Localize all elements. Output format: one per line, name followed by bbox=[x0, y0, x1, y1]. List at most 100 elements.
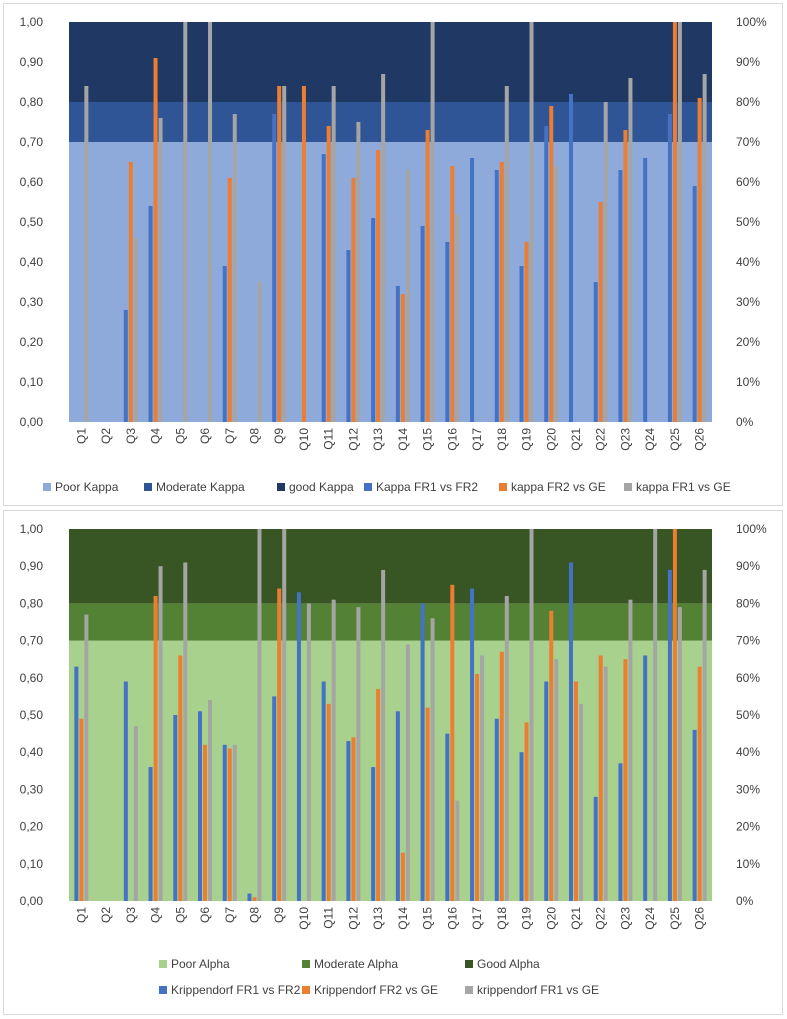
bar-krippendorf-fr2-vs-ge-q23 bbox=[623, 659, 628, 901]
category-tick-label: Q6 bbox=[198, 428, 212, 444]
bar-kappa-fr1-vs-fr2-q21 bbox=[568, 94, 573, 422]
bar-kappa-fr1-vs-ge-q18 bbox=[504, 86, 509, 422]
bar-krippendorf-fr1-vs-fr2-q13 bbox=[371, 767, 376, 901]
bar-kappa-fr1-vs-fr2-q24 bbox=[643, 158, 648, 422]
bar-krippendorf-fr1-vs-ge-q8 bbox=[257, 529, 262, 901]
bar-kappa-fr1-vs-fr2-q12 bbox=[346, 250, 351, 422]
right-axis-tick-label: 90% bbox=[736, 559, 760, 573]
left-axis-tick-label: 0,10 bbox=[20, 857, 44, 871]
right-axis-tick-label: 0% bbox=[736, 415, 754, 429]
category-tick-label: Q9 bbox=[272, 428, 286, 444]
bar-kappa-fr1-vs-fr2-q11 bbox=[321, 154, 326, 422]
bar-krippendorf-fr1-vs-fr2-q15 bbox=[420, 603, 425, 901]
bar-krippendorf-fr1-vs-fr2-q25 bbox=[667, 569, 672, 901]
category-tick-label: Q17 bbox=[470, 907, 484, 930]
category-tick-label: Q7 bbox=[223, 907, 237, 923]
bar-kappa-fr1-vs-fr2-q25 bbox=[667, 114, 672, 422]
bar-krippendorf-fr2-vs-ge-q9 bbox=[277, 588, 282, 901]
left-axis-tick-label: 0,00 bbox=[20, 415, 44, 429]
category-tick-label: Q20 bbox=[544, 907, 558, 930]
bar-kappa-fr1-vs-fr2-q16 bbox=[445, 242, 450, 422]
category-tick-label: Q13 bbox=[371, 428, 385, 451]
bar-krippendorf-fr1-vs-ge-q25 bbox=[677, 607, 682, 901]
category-tick-label: Q17 bbox=[470, 428, 484, 451]
right-axis-tick-label: 80% bbox=[736, 596, 760, 610]
bar-kappa-fr2-vs-ge-q13 bbox=[376, 150, 381, 422]
category-tick-label: Q15 bbox=[421, 428, 435, 451]
bar-kappa-fr1-vs-ge-q25 bbox=[677, 22, 682, 422]
right-axis-tick-label: 70% bbox=[736, 135, 760, 149]
legend-label-kappa-fr1-vs-fr2: Kappa FR1 vs FR2 bbox=[376, 480, 478, 494]
category-tick-label: Q24 bbox=[643, 428, 657, 451]
bar-kappa-fr2-vs-ge-q19 bbox=[524, 242, 529, 422]
category-tick-label: Q18 bbox=[495, 907, 509, 930]
category-tick-label: Q7 bbox=[223, 428, 237, 444]
bar-krippendorf-fr1-vs-ge-q16 bbox=[455, 800, 460, 901]
bar-kappa-fr1-vs-ge-q26 bbox=[702, 74, 707, 422]
left-axis-tick-label: 0,00 bbox=[20, 894, 44, 908]
bar-kappa-fr1-vs-fr2-q7 bbox=[222, 266, 227, 422]
bar-kappa-fr2-vs-ge-q26 bbox=[697, 98, 702, 422]
bar-kappa-fr1-vs-ge-q3 bbox=[133, 238, 138, 422]
bar-krippendorf-fr1-vs-fr2-q16 bbox=[445, 733, 450, 901]
bar-krippendorf-fr1-vs-ge-q19 bbox=[529, 529, 534, 901]
bar-krippendorf-fr1-vs-ge-q12 bbox=[356, 607, 361, 901]
left-axis-tick-label: 0,20 bbox=[20, 335, 44, 349]
category-tick-label: Q2 bbox=[99, 907, 113, 923]
legend-label-kappa-fr1-vs-ge: kappa FR1 vs GE bbox=[636, 480, 731, 494]
category-tick-label: Q10 bbox=[297, 428, 311, 451]
category-tick-label: Q3 bbox=[124, 428, 138, 444]
left-axis-tick-label: 0,10 bbox=[20, 375, 44, 389]
bar-krippendorf-fr2-vs-ge-q14 bbox=[400, 852, 405, 901]
bar-krippendorf-fr1-vs-ge-q20 bbox=[554, 659, 559, 901]
category-tick-label: Q22 bbox=[594, 907, 608, 930]
bar-kappa-fr1-vs-ge-q1 bbox=[84, 86, 89, 422]
bar-kappa-fr2-vs-ge-q23 bbox=[623, 130, 628, 422]
category-tick-label: Q20 bbox=[544, 428, 558, 451]
bar-krippendorf-fr2-vs-ge-q5 bbox=[178, 655, 183, 901]
bar-krippendorf-fr1-vs-ge-q3 bbox=[133, 726, 138, 901]
bar-kappa-fr1-vs-ge-q22 bbox=[603, 102, 608, 422]
bar-kappa-fr2-vs-ge-q9 bbox=[277, 86, 282, 422]
right-axis-tick-label: 80% bbox=[736, 95, 760, 109]
bar-krippendorf-fr2-vs-ge-q4 bbox=[153, 595, 158, 901]
bar-krippendorf-fr1-vs-fr2-q5 bbox=[173, 715, 178, 901]
bar-krippendorf-fr1-vs-fr2-q6 bbox=[198, 711, 203, 901]
bar-kappa-fr1-vs-ge-q8 bbox=[257, 282, 262, 422]
bar-kappa-fr1-vs-ge-q16 bbox=[455, 214, 460, 422]
bar-krippendorf-fr1-vs-ge-q17 bbox=[480, 655, 485, 901]
bar-krippendorf-fr1-vs-fr2-q12 bbox=[346, 741, 351, 901]
bar-kappa-fr1-vs-ge-q13 bbox=[381, 74, 386, 422]
category-tick-label: Q26 bbox=[693, 428, 707, 451]
legend-label-krippendorf-fr1-vs-fr2: Krippendorf FR1 vs FR2 bbox=[171, 983, 301, 997]
legend-label-poor-kappa: Poor Kappa bbox=[55, 480, 119, 494]
left-axis-tick-label: 0,60 bbox=[20, 175, 44, 189]
left-axis-tick-label: 0,50 bbox=[20, 215, 44, 229]
right-axis-tick-label: 40% bbox=[736, 255, 760, 269]
bar-krippendorf-fr1-vs-ge-q6 bbox=[208, 700, 213, 901]
bar-krippendorf-fr1-vs-fr2-q11 bbox=[321, 681, 326, 901]
left-axis-tick-label: 0,40 bbox=[20, 745, 44, 759]
right-axis-tick-label: 40% bbox=[736, 745, 760, 759]
kappa-chart: 0,00 0,10 0,20 0,30 0,40 0,50 0,60 0,70 0,80 0,90… bbox=[20, 15, 767, 494]
legend-swatch-good-kappa bbox=[277, 483, 285, 491]
left-axis-tick-label: 0,90 bbox=[20, 55, 44, 69]
bar-kappa-fr1-vs-ge-q12 bbox=[356, 122, 361, 422]
bar-krippendorf-fr1-vs-fr2-q20 bbox=[544, 681, 549, 901]
bar-krippendorf-fr1-vs-ge-q5 bbox=[183, 562, 188, 901]
category-tick-label: Q9 bbox=[272, 907, 286, 923]
bar-krippendorf-fr1-vs-fr2-q26 bbox=[692, 729, 697, 901]
kappa-chart-panel: 0,00 0,10 0,20 0,30 0,40 0,50 0,60 0,70 0,80 0,90… bbox=[3, 3, 783, 506]
legend-swatch-kappa-fr1-vs-fr2 bbox=[364, 483, 372, 491]
legend-swatch-krippendorf-fr2-vs-ge bbox=[302, 986, 310, 994]
bar-kappa-fr1-vs-fr2-q13 bbox=[371, 218, 376, 422]
bar-krippendorf-fr1-vs-fr2-q22 bbox=[593, 796, 598, 901]
category-tick-label: Q8 bbox=[247, 907, 261, 923]
bar-krippendorf-fr1-vs-ge-q14 bbox=[405, 644, 410, 901]
bar-krippendorf-fr2-vs-ge-q11 bbox=[326, 703, 331, 901]
legend-label-moderate-alpha: Moderate Alpha bbox=[314, 957, 398, 971]
bar-kappa-fr1-vs-ge-q4 bbox=[158, 118, 163, 422]
bar-kappa-fr1-vs-fr2-q15 bbox=[420, 226, 425, 422]
bar-krippendorf-fr1-vs-ge-q24 bbox=[653, 529, 658, 901]
band-good-kappa bbox=[69, 22, 712, 102]
